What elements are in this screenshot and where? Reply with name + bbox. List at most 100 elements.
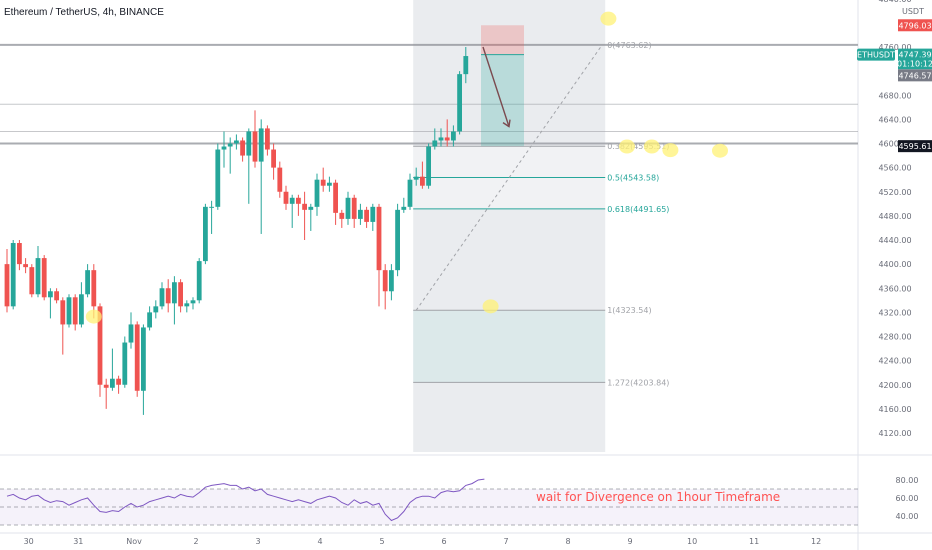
time-tick-label: 3 xyxy=(256,537,261,546)
candle-body xyxy=(302,203,307,210)
rsi-pane xyxy=(0,478,858,526)
candle-body xyxy=(234,140,239,144)
candle-body xyxy=(35,258,41,295)
highlight-marker xyxy=(482,299,499,314)
candle-body xyxy=(110,378,115,388)
candle-body xyxy=(196,261,202,301)
candle-body xyxy=(320,179,326,186)
candle-body xyxy=(172,282,177,304)
candle-body xyxy=(122,342,128,385)
symbol-tag xyxy=(857,48,895,61)
candle-body xyxy=(215,149,221,207)
forecast-arrowhead xyxy=(502,119,511,128)
highlight-marker xyxy=(643,139,660,154)
rsi-tick-label: 60.00 xyxy=(896,494,919,503)
candlestick-series xyxy=(4,47,469,415)
annotation-text: wait for Divergence on 1hour Timeframe xyxy=(536,490,780,504)
short-position-tool[interactable] xyxy=(481,25,524,147)
price-tick-label: 4360.00 xyxy=(878,284,911,293)
candle-body xyxy=(389,270,394,292)
candle-body xyxy=(252,131,258,162)
price-tag-label: 4747.39 xyxy=(898,51,931,60)
rsi-tick-label: 40.00 xyxy=(896,512,919,521)
candle-body xyxy=(23,264,28,268)
time-tick-label: 6 xyxy=(442,537,447,546)
candle-body xyxy=(327,182,332,186)
candle-body xyxy=(153,306,159,313)
symbol-tag-label: ETHUSDT xyxy=(857,51,895,60)
candle-body xyxy=(128,324,134,343)
price-axis[interactable]: 4840.00 4760.00 4680.00 4640.00 4600.00 4560.… xyxy=(857,0,932,521)
highlight-marker xyxy=(712,143,728,158)
candle-body xyxy=(451,131,456,141)
take-profit-zone xyxy=(481,54,524,147)
price-tick-label: 4160.00 xyxy=(878,405,911,414)
time-axis[interactable]: 30 31 Nov 2 3 4 5 6 7 8 9 10 11 12 xyxy=(24,537,822,546)
price-tick-label: 4320.00 xyxy=(878,308,911,317)
candle-body xyxy=(420,176,425,186)
price-tag xyxy=(898,57,932,70)
time-tick-label: Nov xyxy=(126,537,142,546)
price-tick-label: 4440.00 xyxy=(878,236,911,245)
candle-body xyxy=(72,297,78,325)
candle-body xyxy=(79,294,84,325)
symbol-title[interactable]: Ethereum / TetherUS, 4h, BINANCE xyxy=(4,7,164,18)
candle-body xyxy=(209,206,214,208)
candle-body xyxy=(134,324,140,391)
stop-loss-zone xyxy=(481,25,524,55)
candle-body xyxy=(358,209,363,219)
price-tick-label: 4840.00 xyxy=(878,0,911,4)
fibonacci-retracement[interactable]: 0(4763.62)0.382(4595.51)0.5(4543.58)0.61… xyxy=(413,0,669,452)
fib-time-zone xyxy=(413,0,606,452)
candle-body xyxy=(426,146,431,186)
candle-body xyxy=(438,137,444,141)
candle-body xyxy=(41,258,47,298)
time-tick-label: 12 xyxy=(811,537,821,546)
time-tick-label: 2 xyxy=(194,537,199,546)
time-tick-label: 8 xyxy=(566,537,571,546)
candle-body xyxy=(103,384,109,388)
candle-body xyxy=(97,306,103,385)
time-tick-label: 4 xyxy=(318,537,323,546)
price-tag-label: 4746.57 xyxy=(898,71,931,80)
candle-body xyxy=(370,206,376,222)
time-tick-label: 5 xyxy=(380,537,385,546)
candle-body xyxy=(401,206,407,210)
price-tag xyxy=(898,140,932,153)
price-tick-label: 4560.00 xyxy=(878,164,911,173)
candle-body xyxy=(178,282,183,307)
candle-body xyxy=(240,140,245,156)
price-tick-label: 4600.00 xyxy=(878,140,911,149)
candle-body xyxy=(4,264,10,307)
price-tick-label: 4240.00 xyxy=(878,357,911,366)
candle-body xyxy=(54,291,59,301)
candle-body xyxy=(413,176,419,180)
time-tick-label: 10 xyxy=(687,537,697,546)
time-tick-label: 9 xyxy=(628,537,633,546)
currency-label: USDT xyxy=(902,7,924,16)
highlight-marker xyxy=(662,143,679,158)
price-tag-label: 01:10:12 xyxy=(897,59,932,68)
candle-body xyxy=(190,300,196,304)
candle-body xyxy=(457,74,462,132)
candle-body xyxy=(258,128,264,162)
candle-body xyxy=(116,378,121,385)
candle-body xyxy=(85,270,90,295)
time-tick-label: 31 xyxy=(73,537,83,546)
candle-body xyxy=(395,209,400,271)
candle-body xyxy=(159,288,165,307)
candle-body xyxy=(91,270,97,307)
fib-level-label: 0.5(4543.58) xyxy=(607,174,659,183)
price-tick-label: 4200.00 xyxy=(878,381,911,390)
price-tick-label: 4280.00 xyxy=(878,333,911,342)
candle-body xyxy=(333,182,338,213)
candle-body xyxy=(339,212,345,219)
candle-body xyxy=(246,131,252,156)
candle-body xyxy=(345,197,351,219)
price-tag xyxy=(898,69,932,82)
candle-body xyxy=(407,179,413,207)
candle-body xyxy=(364,209,369,222)
candle-body xyxy=(184,303,190,307)
price-tag-label: 4796.03 xyxy=(898,21,931,30)
